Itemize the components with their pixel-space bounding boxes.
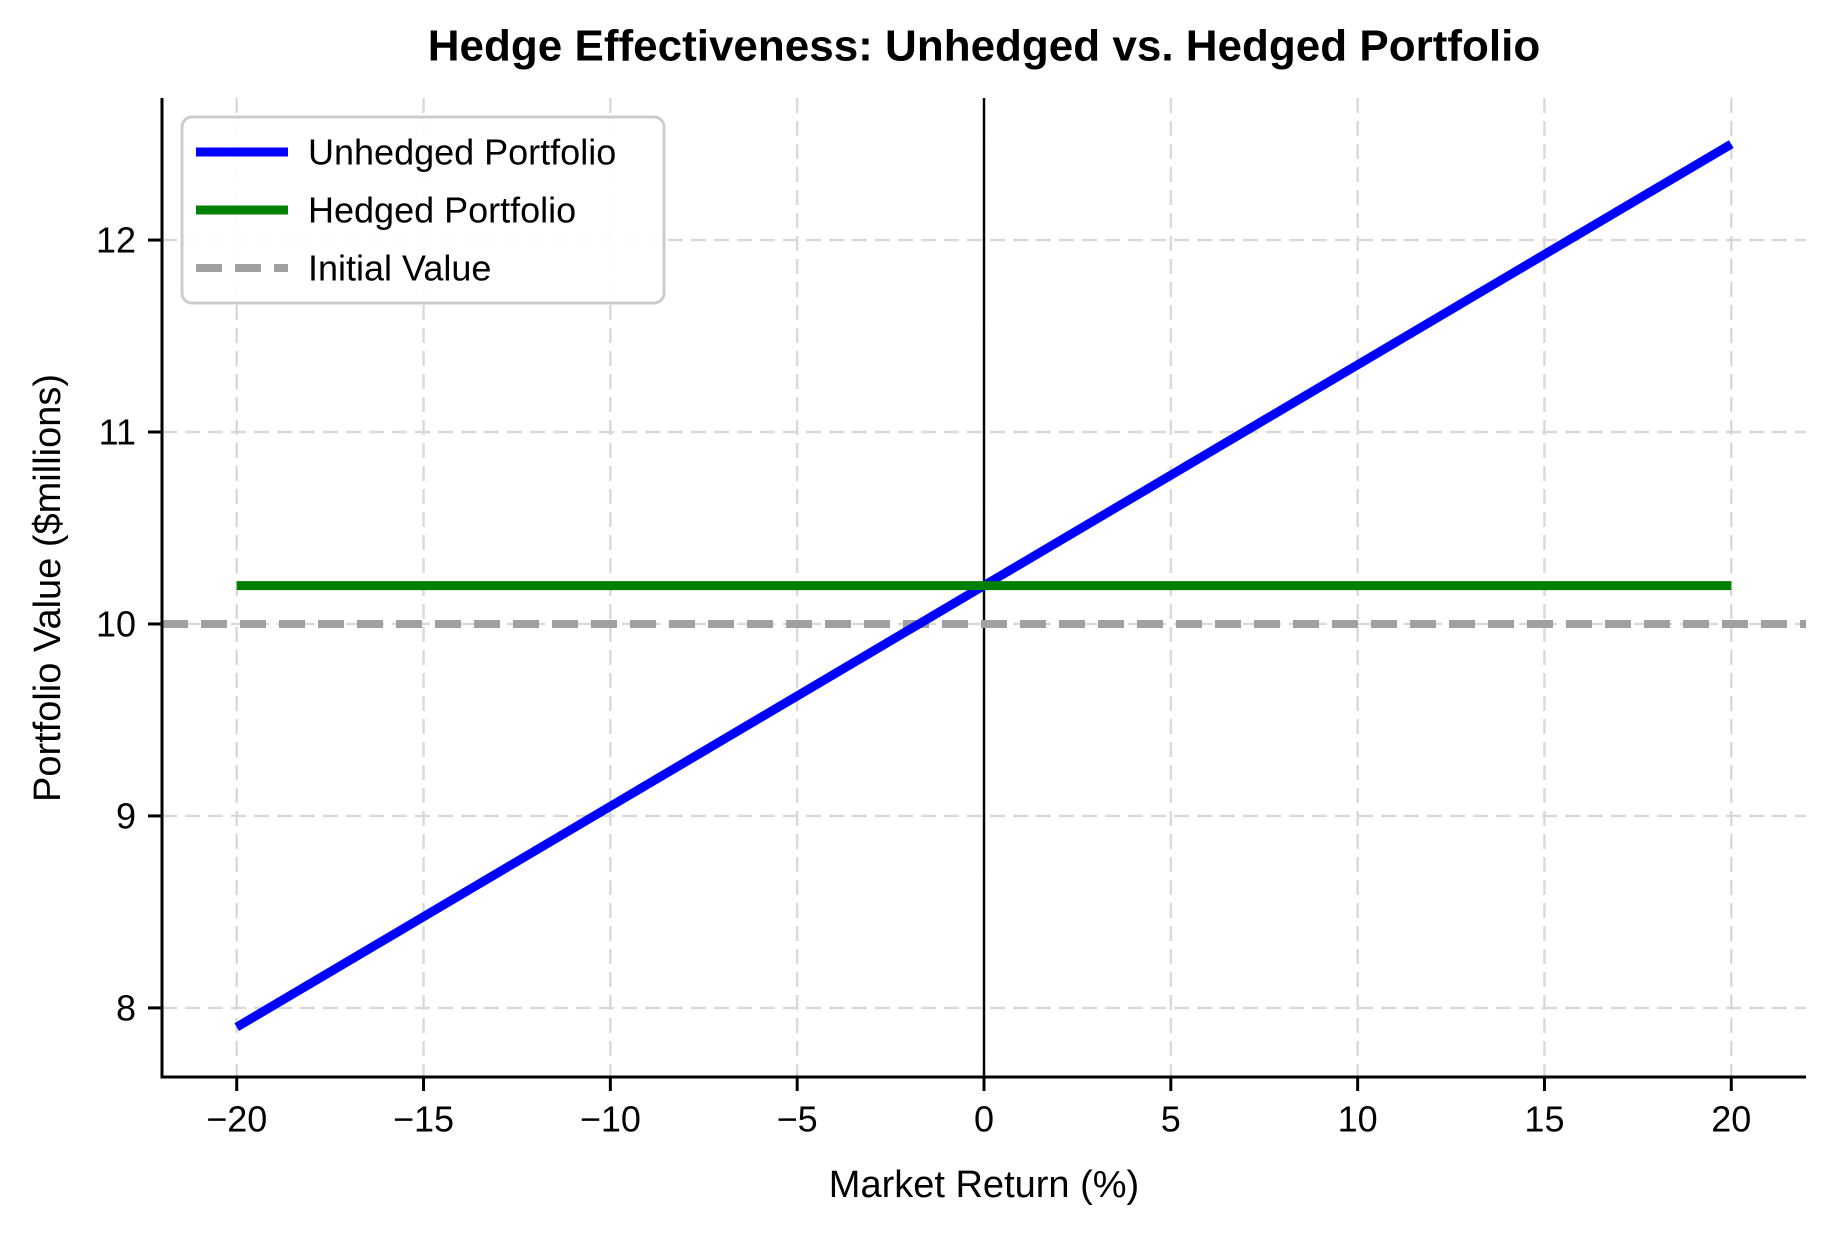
x-tick-label: 15 [1524,1099,1564,1140]
tick-marks [148,238,1733,1091]
tick-labels: −20 −15 −10 −5 0 5 10 15 20 8 9 10 11 12 [96,220,1751,1140]
y-tick-label: 10 [96,603,136,644]
legend-label-hedged: Hedged Portfolio [308,190,576,231]
y-axis-label: Portfolio Value ($millions) [27,374,69,802]
x-tick-label: −20 [206,1099,267,1140]
y-tick-label: 11 [99,412,136,453]
legend-label-initial: Initial Value [308,248,491,289]
y-tick-label: 12 [96,220,136,261]
y-tick-label: 8 [116,987,136,1028]
legend-box [180,115,666,305]
series-lines [162,140,1806,1031]
x-tick-label: −15 [393,1099,454,1140]
x-tick-label: 0 [974,1099,994,1140]
legend-label-unhedged: Unhedged Portfolio [308,132,616,173]
x-tick-label: −10 [580,1099,641,1140]
y-tick-label: 9 [116,795,136,836]
chart-title: Hedge Effectiveness: Unhedged vs. Hedged… [428,22,1540,71]
legend: Unhedged Portfolio Hedged Portfolio Init… [180,115,666,305]
x-tick-label: −5 [777,1099,818,1140]
x-tick-label: 10 [1338,1099,1378,1140]
x-axis-label: Market Return (%) [829,1164,1139,1206]
x-tick-label: 20 [1711,1099,1751,1140]
x-tick-label: 5 [1161,1099,1181,1140]
